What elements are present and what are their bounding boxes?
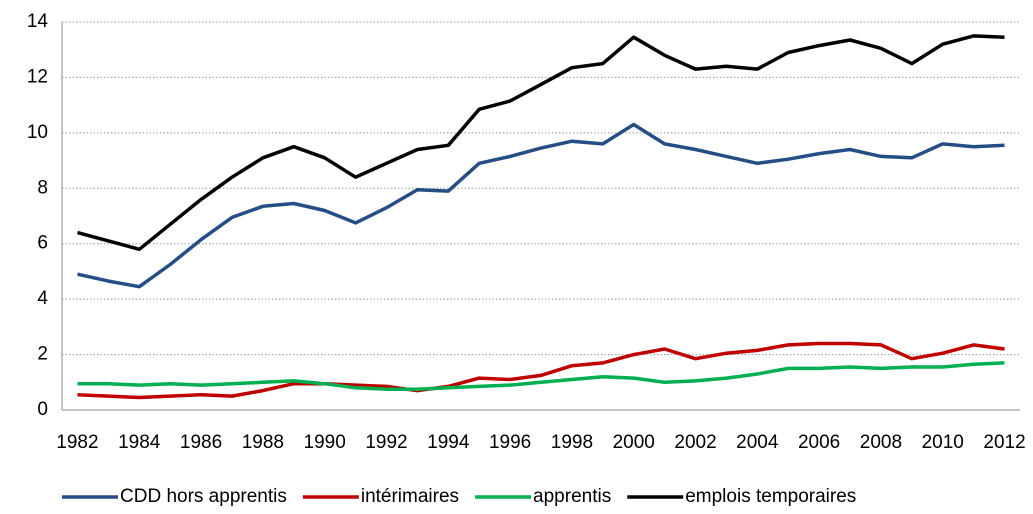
x-tick-label: 2012 [983,432,1025,453]
x-tick-label: 1988 [242,432,284,453]
x-tick-label: 2008 [860,432,902,453]
legend-label: apprentis [533,486,611,507]
x-tick-label: 2002 [674,432,716,453]
x-tick-label: 1986 [180,432,222,453]
x-tick-label: 2010 [922,432,964,453]
x-tick-label: 1992 [365,432,407,453]
y-tick-label: 10 [27,122,48,143]
legend-label: intérimaires [361,486,459,507]
legend-label: emplois temporaires [685,486,856,507]
x-tick-label: 1982 [56,432,98,453]
x-tick-label: 1984 [118,432,161,453]
y-tick-label: 2 [37,344,48,365]
x-tick-label: 1996 [489,432,531,453]
series-line [77,34,1005,252]
series-line [77,341,1005,400]
x-tick-label: 2004 [736,432,779,453]
x-tick-label: 2006 [798,432,840,453]
x-tick-label: 1990 [304,432,346,453]
y-tick-label: 4 [37,288,48,309]
x-tick-label: 2000 [613,432,655,453]
x-tick-label: 1994 [427,432,470,453]
x-tick-label: 1998 [551,432,593,453]
legend-label: CDD hors apprentis [120,486,287,507]
series-line [77,361,1005,391]
y-tick-label: 14 [27,11,49,32]
y-tick-label: 0 [37,399,48,420]
y-tick-label: 12 [27,66,48,87]
y-tick-label: 8 [37,177,48,198]
y-tick-label: 6 [37,233,48,254]
series-line [77,122,1005,289]
